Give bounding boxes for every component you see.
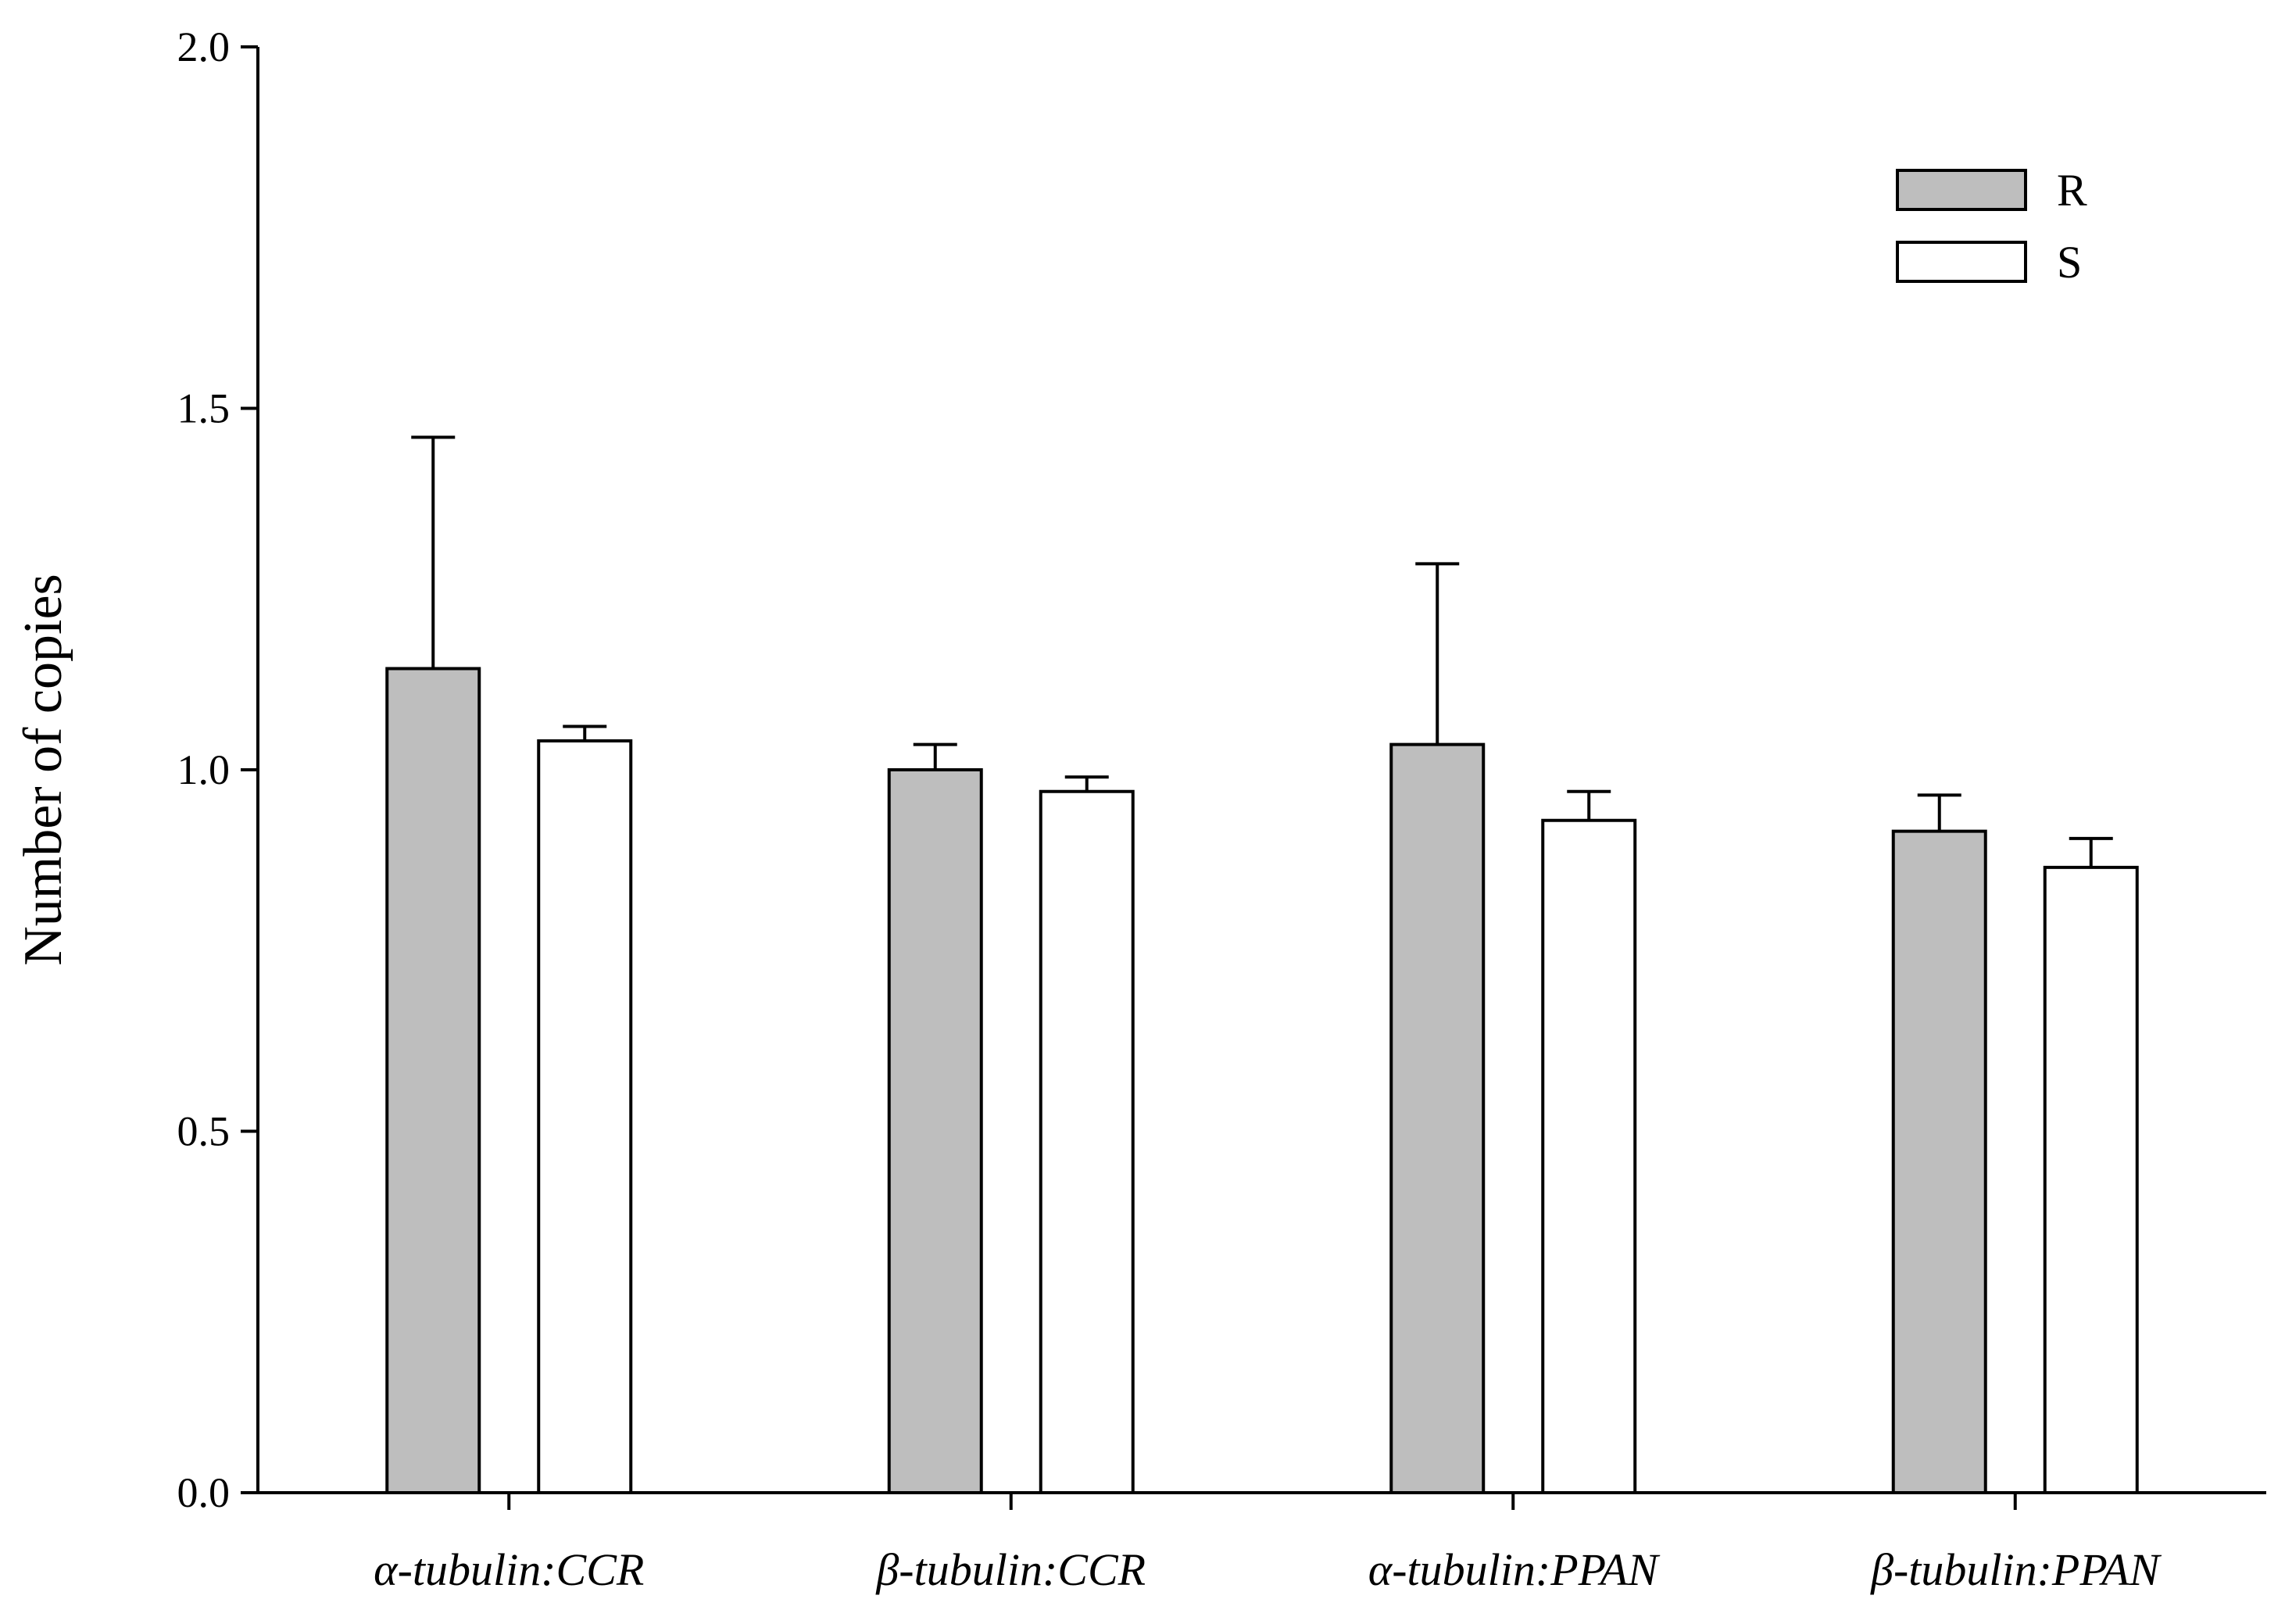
bar-S [537,739,633,1494]
bar-R [385,667,481,1494]
y-tick-label: 1.0 [177,746,231,793]
bar-S [1541,818,1637,1494]
y-tick-label: 1.5 [177,385,231,432]
error-bars-layer [411,435,2113,867]
bar-S [2043,865,2139,1494]
y-tick-label: 0.5 [177,1108,231,1155]
y-tick-label: 0.0 [177,1469,231,1516]
y-ticks: 0.0 0.5 1.0 1.5 2.0 [177,23,258,1516]
legend-swatch-S [1896,241,2027,283]
x-tick-label: α-tubulin:PPAN [1368,1544,1661,1595]
x-ticks: α-tubulin:CCR β-tubulin:CCR α-tubulin:PPAN… [374,1493,2162,1595]
x-tick-label: α-tubulin:CCR [374,1544,644,1595]
y-tick-label: 2.0 [177,23,231,70]
x-tick-label: β-tubulin:PPAN [1870,1544,2162,1595]
bar-R [1389,742,1486,1494]
bar-S [1039,789,1135,1494]
legend: RS [1896,165,2087,288]
x-tick-label: β-tubulin:CCR [875,1544,1146,1595]
legend-label-R: R [2057,165,2087,216]
legend-label-S: S [2057,237,2082,288]
bar-R [887,768,983,1494]
y-axis-title: Number of copies [13,574,73,966]
bars-layer [385,667,2139,1494]
bar-R [1891,829,1987,1494]
legend-swatch-R [1896,169,2027,211]
